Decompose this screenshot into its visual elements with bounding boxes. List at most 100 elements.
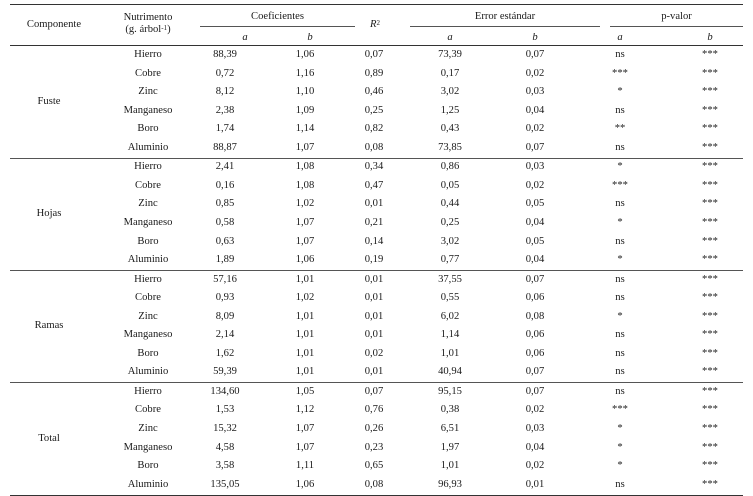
p-a-cell: ns	[615, 478, 625, 490]
p-b-cell: ***	[702, 385, 718, 397]
p-b-cell: ***	[702, 366, 718, 378]
err-a-cell: 0,44	[440, 198, 460, 210]
coef-a-cell: 59,39	[213, 366, 237, 378]
nutrient-regression-table: Componente Nutrimento (g. árbol-1) Coefi…	[10, 4, 743, 496]
err-b-cell: 0,08	[525, 310, 545, 322]
err-b-cell: 0,07	[525, 141, 545, 153]
table-top-rule	[10, 4, 743, 5]
p-a-cell: ns	[615, 385, 625, 397]
coef-a-cell: 88,39	[213, 49, 237, 60]
err-b-cell: 0,05	[525, 235, 545, 247]
r2-cell: 0,07	[364, 49, 384, 60]
err-a-cell: 95,15	[438, 385, 462, 397]
coef-a-cell: 1,74	[215, 123, 235, 135]
subheader-err-b: b	[532, 32, 538, 43]
error-underline	[410, 26, 600, 27]
header-r2-sup: 2	[376, 19, 380, 27]
nutrient-cell: Hierro	[134, 161, 162, 173]
err-a-cell: 73,85	[438, 141, 462, 153]
r2-cell: 0,01	[364, 292, 384, 304]
header-error: Error estándar	[474, 11, 536, 22]
r2-cell: 0,82	[364, 123, 384, 135]
header-nutrimento-sup: -1	[161, 24, 168, 32]
p-a-cell: ns	[615, 49, 625, 60]
coef-b-cell: 1,08	[295, 179, 315, 191]
err-a-cell: 0,17	[440, 67, 460, 79]
r2-cell: 0,21	[364, 216, 384, 228]
err-a-cell: 40,94	[438, 366, 462, 378]
coef-b-cell: 1,02	[295, 198, 315, 210]
header-componente: Componente	[26, 19, 82, 30]
subheader-coef-a: a	[242, 32, 248, 43]
p-b-cell: ***	[702, 441, 718, 453]
err-a-cell: 1,01	[440, 460, 460, 472]
err-a-cell: 0,86	[440, 161, 460, 173]
err-b-cell: 0,02	[525, 123, 545, 135]
r2-cell: 0,01	[364, 366, 384, 378]
r2-cell: 0,01	[364, 329, 384, 341]
err-a-cell: 0,38	[440, 404, 460, 416]
r2-cell: 0,14	[364, 235, 384, 247]
r2-cell: 0,34	[364, 161, 384, 173]
err-b-cell: 0,02	[525, 404, 545, 416]
p-a-cell: *	[617, 460, 623, 472]
coef-b-cell: 1,14	[295, 123, 315, 135]
coef-a-cell: 0,16	[215, 179, 235, 191]
p-b-cell: ***	[702, 235, 718, 247]
r2-cell: 0,76	[364, 404, 384, 416]
coef-b-cell: 1,06	[295, 254, 315, 266]
err-b-cell: 0,02	[525, 67, 545, 79]
nutrient-cell: Cobre	[135, 292, 161, 304]
coeficientes-underline	[200, 26, 355, 27]
coef-b-cell: 1,06	[295, 49, 315, 60]
r2-cell: 0,08	[364, 478, 384, 490]
r2-cell: 0,08	[364, 141, 384, 153]
p-b-cell: ***	[702, 273, 718, 285]
coef-a-cell: 1,53	[215, 404, 235, 416]
err-a-cell: 3,02	[440, 235, 460, 247]
err-b-cell: 0,07	[525, 366, 545, 378]
coef-b-cell: 1,01	[295, 329, 315, 341]
err-b-cell: 0,01	[525, 478, 545, 490]
nutrient-cell: Manganeso	[123, 329, 173, 341]
nutrient-cell: Manganeso	[123, 441, 173, 453]
p-b-cell: ***	[702, 216, 718, 228]
coef-b-cell: 1,07	[295, 423, 315, 434]
p-a-cell: ns	[615, 198, 625, 210]
p-b-cell: ***	[702, 292, 718, 304]
coef-b-cell: 1,06	[295, 478, 315, 490]
pvalor-underline	[610, 26, 743, 27]
coef-a-cell: 3,58	[215, 460, 235, 472]
err-b-cell: 0,07	[525, 273, 545, 285]
err-a-cell: 3,02	[440, 86, 460, 98]
header-nutrimento-unit: (g. árbol	[125, 24, 162, 35]
err-a-cell: 0,43	[440, 123, 460, 135]
p-b-cell: ***	[702, 123, 718, 135]
nutrient-cell: Aluminio	[127, 478, 169, 490]
err-a-cell: 96,93	[438, 478, 462, 490]
coef-a-cell: 88,87	[213, 141, 237, 153]
header-coeficientes: Coeficientes	[251, 11, 304, 22]
r2-cell: 0,01	[364, 198, 384, 210]
p-b-cell: ***	[702, 86, 718, 98]
p-b-cell: ***	[702, 141, 718, 153]
nutrient-cell: Aluminio	[127, 141, 169, 153]
nutrient-cell: Aluminio	[127, 254, 169, 266]
r2-cell: 0,02	[364, 347, 384, 359]
coef-a-cell: 8,09	[215, 310, 235, 322]
subheader-p-a: a	[617, 32, 623, 43]
header-nutrimento-line1: Nutrimento	[123, 12, 173, 23]
err-b-cell: 0,07	[525, 49, 545, 60]
r2-cell: 0,19	[364, 254, 384, 266]
nutrient-cell: Cobre	[135, 404, 161, 416]
group-label: Hojas	[36, 207, 62, 219]
subheader-err-a: a	[447, 32, 453, 43]
err-a-cell: 1,97	[440, 441, 460, 453]
err-a-cell: 1,01	[440, 347, 460, 359]
err-a-cell: 6,51	[440, 423, 460, 434]
coef-a-cell: 135,05	[210, 478, 240, 490]
coef-b-cell: 1,02	[295, 292, 315, 304]
r2-cell: 0,01	[364, 310, 384, 322]
header-nutrimento-line2: (g. árbol-1)	[98, 24, 198, 36]
nutrient-cell: Boro	[137, 460, 159, 472]
